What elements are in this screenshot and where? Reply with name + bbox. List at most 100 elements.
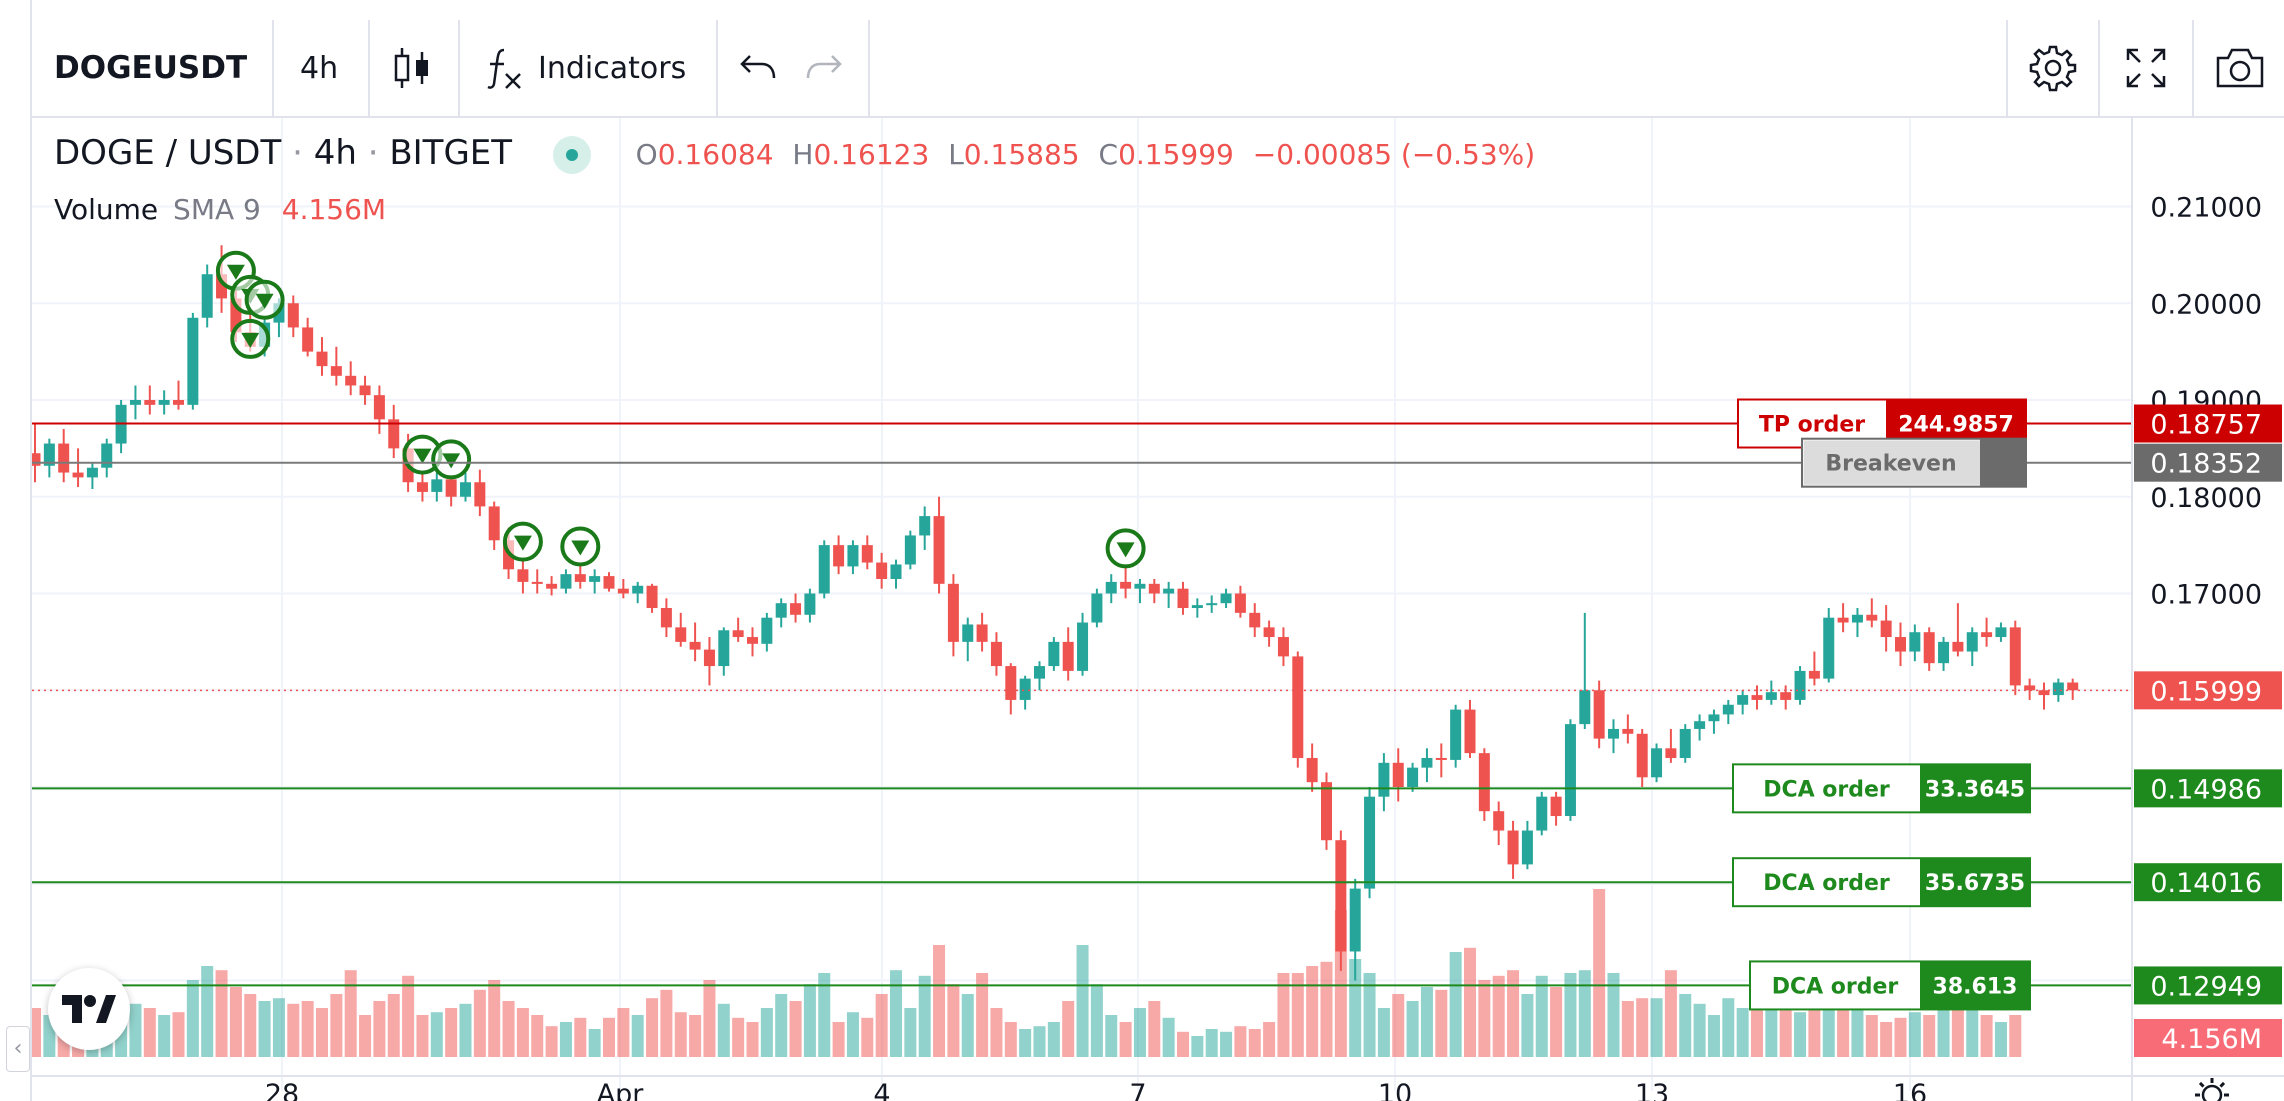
candle-body <box>1823 617 1835 679</box>
legend-pair[interactable]: DOGE / USDT <box>54 133 282 173</box>
volume-bar <box>660 989 673 1057</box>
candle-body <box>144 400 156 405</box>
candle-body <box>804 593 816 615</box>
collapse-arrow[interactable]: ‹ <box>6 1026 30 1072</box>
volume-bar <box>158 1015 171 1057</box>
toolbar-divider <box>368 20 370 116</box>
fullscreen-button[interactable] <box>2124 20 2168 116</box>
interval-button[interactable]: 4h <box>300 20 338 116</box>
volume-bar <box>1205 1029 1218 1057</box>
redo-button[interactable] <box>804 20 844 116</box>
volume-bar <box>1621 1001 1634 1057</box>
candle-body <box>58 443 70 473</box>
candle-body <box>1435 757 1447 760</box>
candle-body <box>359 385 371 396</box>
order-lines[interactable]: TP order 244.9857 Breakeven DCA order 33.364… <box>32 398 2132 1011</box>
order-tag[interactable]: DCA order 38.613 <box>1749 960 2031 1011</box>
volume-bar <box>301 1001 314 1057</box>
price-axis-tag-label: 0.12949 <box>2150 971 2262 1002</box>
candle-body <box>603 576 615 589</box>
volume-bar <box>1449 952 1462 1057</box>
price-axis-tag-label: 0.14986 <box>2150 774 2262 805</box>
volume-bar <box>201 966 214 1057</box>
order-tag-label: DCA order <box>1763 777 1890 802</box>
volume-bar <box>617 1008 630 1057</box>
candle-body <box>790 603 802 615</box>
candle-body <box>1062 641 1074 671</box>
time-tick-label: Apr <box>597 1079 645 1101</box>
volume-bar <box>502 1001 515 1057</box>
candle-body <box>1277 637 1289 657</box>
volume-bar <box>1980 1015 1993 1057</box>
undo-button[interactable] <box>738 20 778 116</box>
volume-bar <box>1033 1026 1046 1057</box>
indicators-button[interactable]: Indicators <box>486 20 686 116</box>
candle-body <box>2067 682 2079 691</box>
candlesticks <box>29 245 2079 981</box>
volume-legend[interactable]: Volume SMA 9 4.156M <box>54 193 386 226</box>
order-tag[interactable]: DCA order 33.3645 <box>1732 763 2031 814</box>
candle-body <box>1177 588 1189 609</box>
order-tag[interactable]: DCA order 35.6735 <box>1732 857 2031 908</box>
candle-body <box>330 366 342 376</box>
volume-bar <box>646 998 659 1057</box>
candle-body <box>1134 583 1146 589</box>
candle-body <box>1938 641 1950 664</box>
price-axis[interactable]: 0.210000.200000.190000.180000.170000.187… <box>2131 116 2284 1101</box>
order-tag-label: TP order <box>1759 413 1865 438</box>
volume-bar <box>488 980 501 1057</box>
tradingview-logo-icon <box>62 995 116 1023</box>
candle-body <box>861 545 873 563</box>
time-tick-label: 13 <box>1635 1079 1669 1101</box>
candle-body <box>574 574 586 582</box>
candle-body <box>2038 690 2050 696</box>
candle-body <box>847 545 859 567</box>
symbol-label: DOGEUSDT <box>54 50 248 86</box>
candle-body <box>1349 888 1361 952</box>
candle-body <box>287 303 299 328</box>
screenshot-button[interactable] <box>2214 20 2266 116</box>
volume-bar <box>473 989 486 1057</box>
volume-bar <box>531 1015 544 1057</box>
volume-bar <box>775 994 788 1057</box>
volume-bar <box>1062 1001 1075 1057</box>
candle-body <box>517 569 529 582</box>
volume-bar <box>1722 998 1735 1057</box>
candle-body <box>919 516 931 536</box>
price-chart[interactable]: TP order 244.9857 Breakeven DCA order 33.364… <box>0 116 2284 1101</box>
candle-body <box>1478 753 1490 812</box>
candle-body <box>1765 692 1777 700</box>
order-tag-label: DCA order <box>1772 974 1899 999</box>
symbol-button[interactable]: DOGEUSDT <box>54 20 247 116</box>
order-tag[interactable]: Breakeven <box>1801 437 2027 488</box>
marker-triangle <box>413 448 432 464</box>
tradingview-logo[interactable] <box>48 968 130 1050</box>
volume-bar <box>674 1012 687 1057</box>
volume-bar <box>373 1001 386 1057</box>
candle-body <box>1392 762 1404 787</box>
time-axis[interactable]: 28 Apr 4 7 10 13 16 <box>32 1075 2284 1101</box>
candle-body <box>488 506 500 541</box>
candle-body <box>1880 620 1892 638</box>
candle-body <box>890 564 902 579</box>
candles-icon <box>394 48 428 88</box>
candle-body <box>187 317 199 405</box>
candle-body <box>201 274 213 318</box>
volume-bar <box>1148 1001 1161 1057</box>
candle-body <box>1105 581 1117 594</box>
candle-body <box>660 608 672 628</box>
chart-type-button[interactable] <box>392 20 432 116</box>
volume-bar <box>258 1001 271 1057</box>
settings-button[interactable] <box>2028 20 2078 116</box>
toolbar-divider <box>272 20 274 116</box>
candle-body <box>1981 632 1993 638</box>
order-tag-qty: 38.613 <box>1933 974 2018 999</box>
volume-bar <box>316 1008 328 1057</box>
candle-body <box>1364 796 1376 889</box>
volume-bar <box>588 1029 601 1057</box>
time-tick-label: 16 <box>1893 1079 1927 1101</box>
axis-settings-icon[interactable] <box>2195 1078 2229 1101</box>
candle-body <box>129 400 141 405</box>
volume-bar <box>1004 1022 1017 1057</box>
redo-icon <box>806 55 842 79</box>
